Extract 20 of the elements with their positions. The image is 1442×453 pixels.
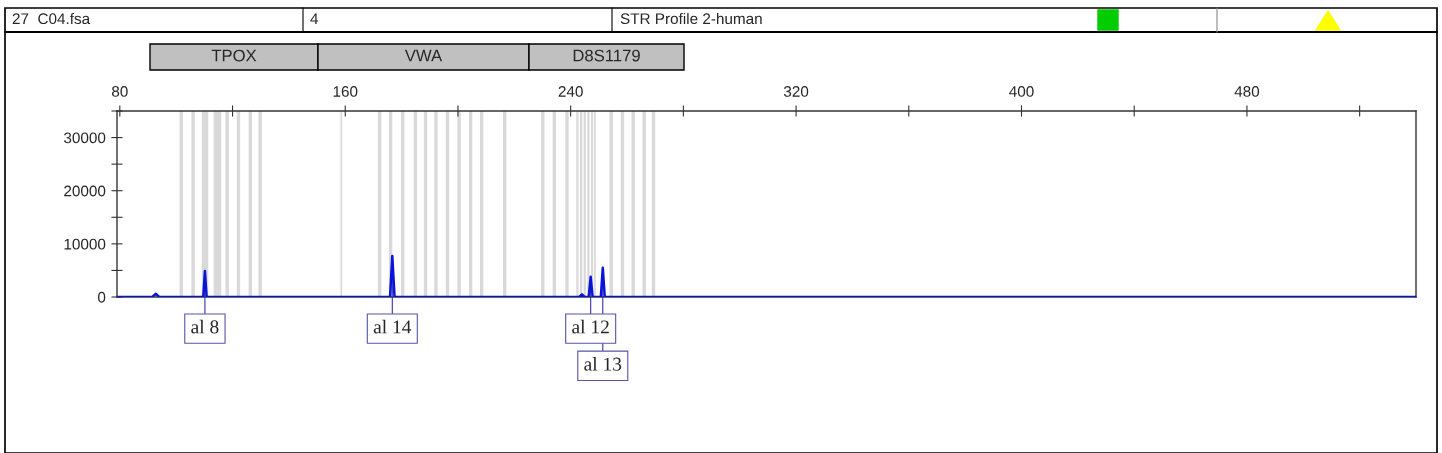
y-tick-label: 30000 — [63, 132, 106, 144]
x-tick-label: 160 — [333, 86, 358, 97]
text: 27 C04.fsa — [12, 12, 91, 25]
text: VWA — [404, 49, 443, 62]
x-tick-label: 240 — [558, 86, 583, 97]
y-tick-label: 0 — [97, 291, 106, 303]
text: D8S1179 — [573, 49, 640, 62]
x-tick-label: 320 — [783, 86, 809, 97]
text: TPOX — [211, 49, 257, 62]
text: STR Profile 2-human — [620, 12, 762, 25]
annotation: al 13 — [584, 357, 622, 371]
text: 4 — [310, 13, 319, 24]
annotation: al 14 — [373, 319, 412, 334]
x-tick-label: 80 — [111, 86, 128, 97]
y-tick-label: 20000 — [64, 185, 106, 197]
x-tick-label: 480 — [1234, 86, 1260, 97]
x-tick-label: 400 — [1009, 86, 1034, 97]
annotation: al 8 — [191, 319, 219, 334]
annotation: al 12 — [572, 319, 609, 334]
y-tick-label: 10000 — [64, 238, 106, 250]
